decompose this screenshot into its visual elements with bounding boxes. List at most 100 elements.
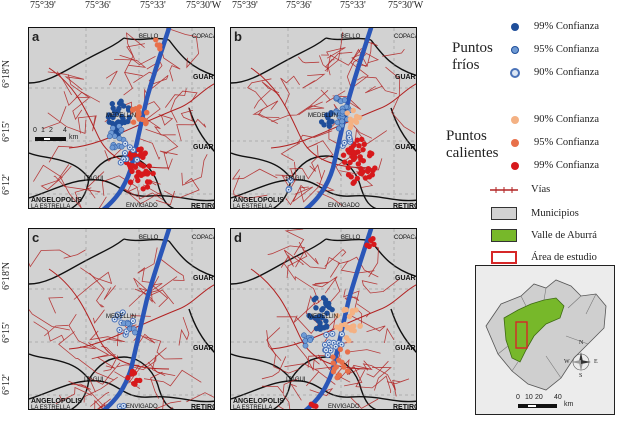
- compass-n: N: [579, 340, 584, 346]
- place-label-sabaneta: SABANETA: [84, 409, 116, 410]
- hot-spot-95: [130, 106, 136, 113]
- cold-spot-90-center: [340, 343, 343, 346]
- place-label-bello: BELLO: [341, 235, 361, 241]
- place-label-sabaneta: SABANETA: [286, 409, 318, 410]
- road: [98, 196, 107, 208]
- hot-spot-99: [371, 241, 377, 247]
- road: [289, 164, 322, 180]
- coord-label: 6°18'N: [1, 59, 12, 88]
- legend-item: 95% Confianza: [534, 137, 600, 148]
- scale-bar: 0 1 2 4 km: [33, 127, 93, 151]
- place-label-guarne: GUARNE: [395, 74, 416, 81]
- road: [63, 91, 101, 107]
- road: [338, 366, 363, 387]
- legend-item: 90% Confianza: [534, 67, 600, 78]
- cold-spot-90-center: [136, 158, 138, 161]
- coord-label: 75°36': [286, 0, 312, 11]
- road: [138, 276, 160, 303]
- hot-spot-99: [140, 154, 146, 161]
- coord-label: 75°39': [30, 0, 56, 11]
- road: [356, 76, 398, 95]
- hot-spot-95: [331, 366, 338, 372]
- compass-s: S: [579, 373, 583, 379]
- hot-spot-99: [138, 172, 144, 178]
- hot-spot-99: [360, 146, 366, 153]
- coord-label: 75°33': [140, 0, 166, 11]
- road: [292, 184, 314, 202]
- legend-item: Valle de Aburrá: [531, 230, 597, 241]
- road: [266, 330, 282, 362]
- valle-swatch: [491, 229, 517, 242]
- road: [144, 336, 183, 360]
- place-label-bello: BELLO: [139, 235, 159, 241]
- road: [158, 114, 174, 126]
- hot-spot-95: [336, 357, 342, 363]
- place-label-bello: BELLO: [341, 34, 361, 40]
- cold-spot-90-center: [129, 146, 131, 149]
- hot-spot-99: [140, 186, 146, 192]
- hot-spot-99: [359, 136, 365, 143]
- place-label-medellin: MEDELLIN: [106, 314, 137, 320]
- road: [312, 276, 338, 294]
- map-canvas: [29, 229, 214, 409]
- hot-spot-90: [334, 313, 340, 319]
- road: [321, 47, 346, 59]
- panel-label: a: [32, 29, 40, 44]
- road: [181, 154, 208, 186]
- hot-spot-99: [144, 171, 151, 177]
- road: [68, 380, 91, 390]
- road: [42, 106, 67, 130]
- hot-spot-95: [154, 42, 161, 48]
- hot-spot-99: [131, 380, 137, 387]
- scale-tick-label: 0: [33, 127, 37, 134]
- hot-spot-95: [330, 360, 336, 366]
- municipal-boundary: [29, 152, 90, 179]
- hot-spot-99: [129, 371, 135, 377]
- road: [364, 85, 383, 94]
- cold-spot-90-center: [113, 318, 116, 321]
- place-label-medellin: MEDELLIN: [106, 113, 137, 119]
- cold-spot-90-center: [329, 349, 332, 352]
- hot-99-marker: [511, 162, 519, 170]
- cold-spot-99: [124, 118, 131, 125]
- road: [68, 83, 214, 149]
- municipal-boundary: [390, 308, 416, 353]
- hot-spot-99: [365, 168, 371, 175]
- cold-spot-90-center: [116, 313, 119, 316]
- map-panel-c: c BELLO COPACABANA GUARNE GUARNE ITAGUI ENVIG…: [28, 228, 215, 410]
- municipal-boundary: [272, 378, 292, 409]
- road: [159, 42, 181, 82]
- municipal-boundary: [290, 155, 377, 208]
- road: [59, 176, 92, 208]
- hot-spot-95: [135, 111, 141, 117]
- area-swatch: [491, 251, 517, 264]
- road: [293, 341, 320, 372]
- coord-label: 6°18'N: [1, 261, 12, 290]
- legend-hot-title: Puntos calientes: [446, 128, 499, 161]
- municipal-boundary: [168, 39, 214, 77]
- compass-w: W: [564, 359, 570, 365]
- road: [267, 245, 306, 255]
- road: [53, 175, 101, 193]
- municipal-boundary: [290, 356, 377, 409]
- cold-spot-90-center: [119, 405, 121, 408]
- road: [343, 289, 363, 328]
- place-label-guarne: GUARNE: [395, 144, 416, 151]
- road: [271, 89, 329, 123]
- road: [146, 179, 161, 186]
- legend-item: Vías: [531, 184, 551, 195]
- hot-spot-90: [350, 107, 356, 114]
- hot-spot-90: [353, 307, 359, 313]
- hot-spot-99: [370, 235, 376, 242]
- municipal-boundary: [231, 37, 327, 84]
- place-label-itagui: ITAGUI: [84, 377, 104, 383]
- hot-spot-99: [360, 168, 366, 175]
- road: [270, 83, 416, 149]
- road: [29, 249, 71, 268]
- road: [33, 164, 63, 182]
- municipal-boundary: [231, 238, 327, 285]
- hot-95-marker: [511, 139, 519, 147]
- road: [47, 71, 85, 91]
- hot-spot-95: [344, 349, 351, 355]
- road: [89, 330, 125, 343]
